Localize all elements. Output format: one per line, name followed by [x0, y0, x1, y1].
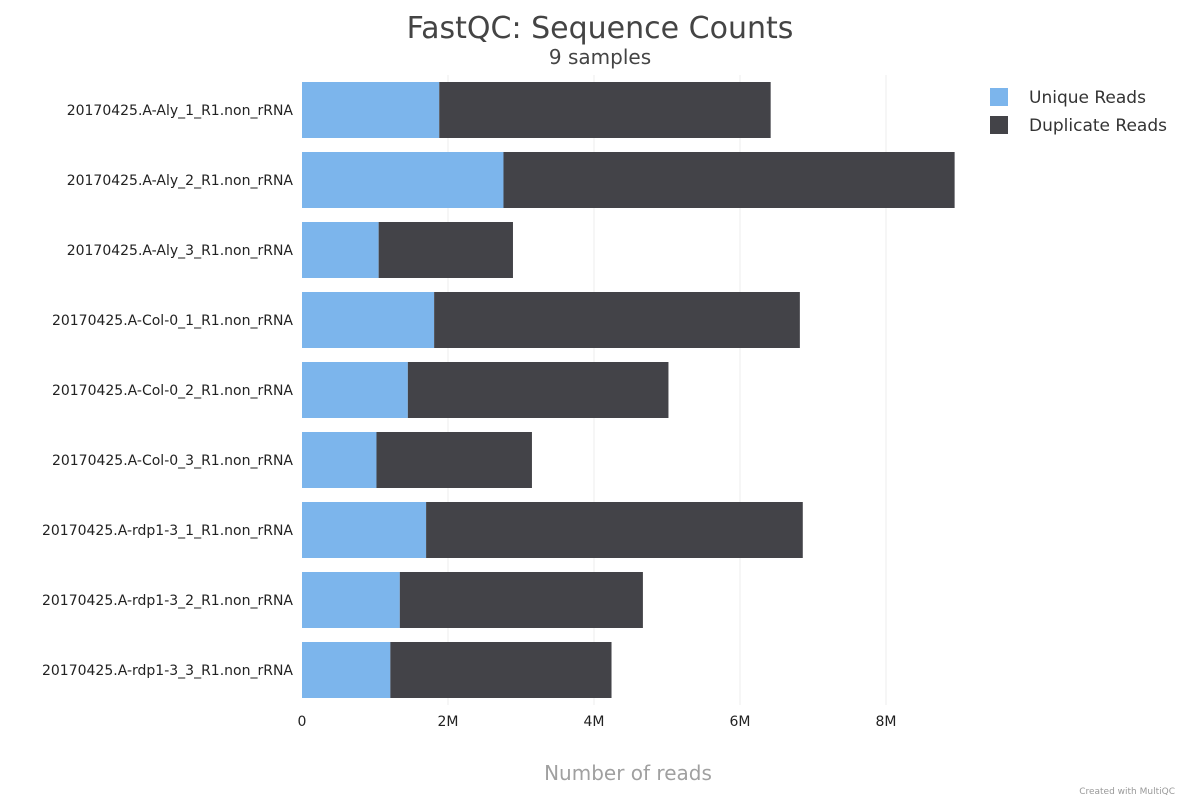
- bar-duplicate-2[interactable]: [503, 152, 955, 208]
- bar-duplicate-7[interactable]: [426, 502, 803, 558]
- legend-swatch-duplicate[interactable]: [990, 116, 1008, 134]
- legend[interactable]: Unique Reads Duplicate Reads: [990, 88, 1167, 136]
- chart-subtitle: 9 samples: [549, 45, 651, 69]
- bar-duplicate-3[interactable]: [378, 222, 513, 278]
- x-tick-label-0: 0: [298, 714, 307, 730]
- category-label-1: 20170425.A-Aly_1_R1.non_rRNA: [67, 103, 294, 119]
- category-label-8: 20170425.A-rdp1-3_2_R1.non_rRNA: [42, 593, 293, 609]
- category-label-9: 20170425.A-rdp1-3_3_R1.non_rRNA: [42, 663, 293, 679]
- category-label-3: 20170425.A-Aly_3_R1.non_rRNA: [67, 243, 294, 259]
- legend-label-duplicate[interactable]: Duplicate Reads: [1029, 116, 1167, 136]
- bar-unique-4[interactable]: [302, 292, 435, 348]
- category-label-2: 20170425.A-Aly_2_R1.non_rRNA: [67, 173, 294, 189]
- legend-swatch-unique[interactable]: [990, 88, 1008, 106]
- category-label-5: 20170425.A-Col-0_2_R1.non_rRNA: [52, 383, 293, 399]
- bar-unique-1[interactable]: [302, 82, 440, 138]
- x-tick-label-4: 8M: [876, 714, 897, 730]
- x-tick-label-3: 6M: [730, 714, 751, 730]
- bar-unique-6[interactable]: [302, 432, 377, 488]
- bar-unique-8[interactable]: [302, 572, 400, 628]
- credit-text[interactable]: Created with MultiQC: [1079, 787, 1175, 797]
- bar-duplicate-9[interactable]: [390, 642, 612, 698]
- bar-duplicate-4[interactable]: [434, 292, 800, 348]
- category-label-7: 20170425.A-rdp1-3_1_R1.non_rRNA: [42, 523, 293, 539]
- category-labels: 20170425.A-Aly_1_R1.non_rRNA 20170425.A-A…: [42, 103, 293, 679]
- chart-title: FastQC: Sequence Counts: [407, 11, 794, 46]
- bar-unique-5[interactable]: [302, 362, 408, 418]
- bar-unique-9[interactable]: [302, 642, 391, 698]
- bar-duplicate-1[interactable]: [439, 82, 771, 138]
- bar-unique-7[interactable]: [302, 502, 427, 558]
- bar-duplicate-5[interactable]: [407, 362, 669, 418]
- bar-unique-2[interactable]: [302, 152, 504, 208]
- category-label-4: 20170425.A-Col-0_1_R1.non_rRNA: [52, 313, 293, 329]
- bars: [302, 82, 955, 698]
- legend-label-unique[interactable]: Unique Reads: [1029, 88, 1146, 108]
- bar-duplicate-8[interactable]: [399, 572, 643, 628]
- x-tick-label-2: 4M: [584, 714, 605, 730]
- x-axis-title: Number of reads: [544, 761, 712, 785]
- bar-duplicate-6[interactable]: [376, 432, 532, 488]
- category-label-6: 20170425.A-Col-0_3_R1.non_rRNA: [52, 453, 293, 469]
- x-tick-label-1: 2M: [438, 714, 459, 730]
- x-tick-labels: 0 2M 4M 6M 8M: [298, 714, 897, 730]
- bar-unique-3[interactable]: [302, 222, 379, 278]
